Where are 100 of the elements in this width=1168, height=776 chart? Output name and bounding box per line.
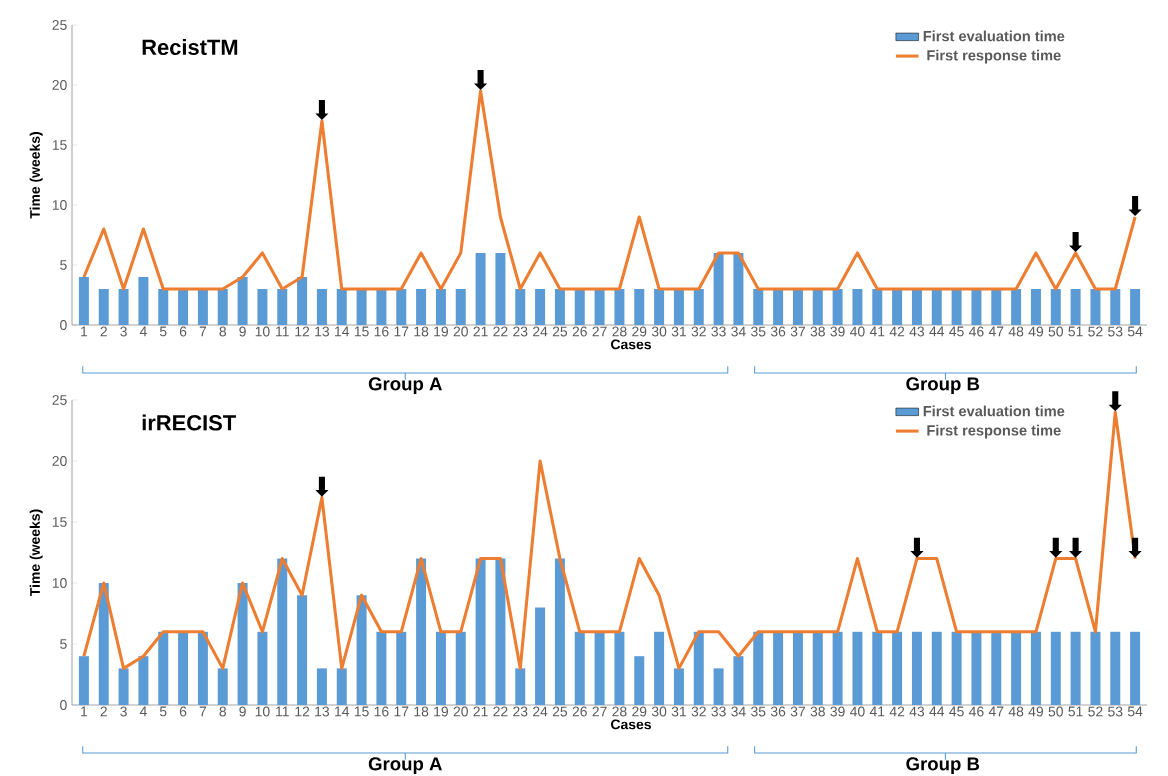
bar (257, 631, 268, 705)
x-tick-label: 24 (533, 706, 548, 717)
x-tick-label: 47 (988, 706, 1004, 717)
bar (1090, 631, 1101, 705)
x-axis-title: Cases (611, 719, 651, 730)
x-tick-label: 27 (592, 706, 607, 717)
bar (1050, 631, 1061, 705)
x-tick-label: 35 (751, 706, 766, 717)
bar (753, 288, 764, 325)
x-tick-label: 23 (513, 706, 528, 717)
x-tick-label: 9 (239, 706, 246, 717)
bar (733, 656, 744, 705)
bar (277, 288, 288, 325)
bar (971, 631, 982, 705)
x-tick-label: 14 (335, 326, 350, 337)
legend-label: First response time (927, 49, 1061, 64)
text: Group A (368, 377, 442, 395)
x-tick-label: 37 (790, 706, 805, 717)
bar (138, 656, 149, 705)
y-tick-label: 25 (52, 395, 67, 405)
x-tick-label: 26 (572, 326, 587, 337)
y-tick-label: 5 (60, 260, 67, 270)
x-tick-label: 18 (414, 326, 429, 337)
x-axis-title: Cases (611, 339, 651, 350)
bar (257, 288, 268, 325)
x-tick-label: 50 (1048, 706, 1063, 717)
bar (237, 276, 248, 325)
bar (554, 288, 565, 325)
bar (197, 288, 208, 325)
bar (733, 252, 744, 325)
x-tick-label: 28 (612, 706, 627, 717)
x-tick-label: 8 (219, 326, 227, 337)
text: irRECIST (142, 414, 236, 431)
x-tick-label: 38 (810, 706, 825, 717)
bar (951, 631, 962, 705)
annotation: ⬇ (474, 70, 488, 91)
bar (892, 631, 903, 705)
bar (1110, 288, 1121, 325)
bar (574, 288, 585, 325)
x-tick-label: 21 (473, 326, 488, 337)
x-tick-label: 16 (374, 326, 389, 337)
bar (812, 288, 823, 325)
bar (713, 668, 724, 705)
x-tick-label: 6 (179, 326, 187, 337)
bar (673, 668, 684, 705)
x-tick-label: 50 (1048, 326, 1063, 337)
x-tick-label: 24 (533, 326, 548, 337)
x-tick-label: 38 (810, 326, 825, 337)
bar (634, 288, 645, 325)
bar (455, 288, 466, 325)
bar (178, 288, 189, 325)
x-tick-label: 31 (671, 326, 686, 337)
y-tick-label: 15 (52, 517, 67, 527)
bar (654, 288, 665, 325)
x-tick-label: 12 (295, 706, 310, 717)
bar (217, 668, 228, 705)
x-tick-label: 17 (394, 326, 409, 337)
bar (1130, 631, 1141, 705)
bar (1070, 631, 1081, 705)
y-tick-label: 0 (60, 320, 67, 330)
y-tick-label: 15 (52, 140, 67, 150)
x-tick-label: 35 (751, 326, 766, 337)
bar (1050, 288, 1061, 325)
x-tick-label: 36 (770, 706, 786, 717)
bar (435, 631, 446, 705)
x-tick-label: 20 (453, 706, 468, 717)
bar (416, 558, 427, 705)
bar (356, 288, 367, 325)
x-tick-label: 5 (159, 326, 167, 337)
bar (832, 288, 843, 325)
bar (1090, 288, 1101, 325)
bar (971, 288, 982, 325)
bar (654, 631, 665, 705)
x-tick-label: 29 (632, 706, 647, 717)
x-tick-label: 1 (81, 706, 88, 717)
x-tick-label: 8 (219, 706, 227, 717)
x-tick-label: 27 (592, 326, 607, 337)
y-axis-title: Time (weeks) (29, 132, 43, 219)
bar (892, 288, 903, 325)
x-tick-label: 11 (276, 706, 289, 717)
x-tick-label: 39 (830, 326, 845, 337)
x-tick-label: 3 (120, 706, 127, 717)
x-tick-label: 33 (711, 326, 726, 337)
x-tick-label: 23 (513, 326, 528, 337)
annotation: ⬇ (1069, 537, 1083, 558)
x-tick-label: 2 (100, 706, 107, 717)
bar (852, 288, 863, 325)
bar (872, 288, 883, 325)
bar (911, 288, 922, 325)
bar (515, 668, 526, 705)
bar (931, 631, 942, 705)
x-tick-label: 32 (691, 326, 706, 337)
bar (753, 631, 764, 705)
bar (1110, 631, 1121, 705)
x-tick-label: 49 (1028, 326, 1044, 337)
x-tick-label: 21 (473, 706, 488, 717)
bar (1011, 288, 1022, 325)
x-tick-label: 52 (1088, 326, 1103, 337)
bar (98, 582, 109, 705)
bar (1070, 288, 1081, 325)
